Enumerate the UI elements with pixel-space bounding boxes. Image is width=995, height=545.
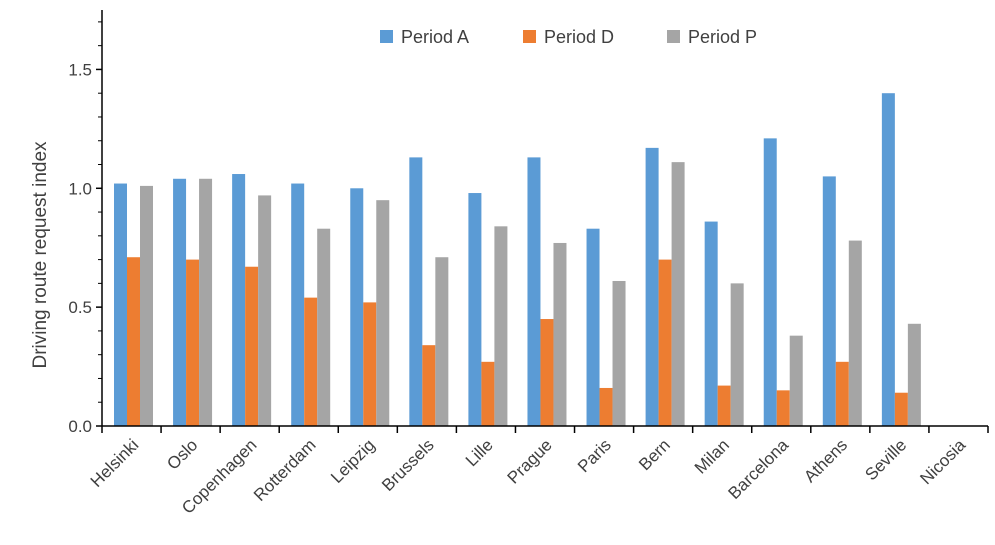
- bar-period-d-milan: [717, 385, 731, 426]
- bar-period-a-seville: [881, 93, 895, 426]
- bar-period-p-barcelona: [789, 335, 803, 426]
- x-tick-label: Oslo: [163, 435, 201, 473]
- bar-period-d-copenhagen: [245, 266, 259, 426]
- legend-label: Period D: [544, 27, 614, 47]
- bar-period-p-prague: [553, 242, 567, 426]
- bar-period-d-lille: [481, 361, 495, 426]
- legend: Period A Period D Period P: [380, 27, 757, 47]
- bar-period-a-leipzig: [350, 188, 364, 426]
- bar-period-d-paris: [599, 387, 613, 426]
- bar-period-p-rotterdam: [317, 228, 331, 426]
- bar-period-a-bern: [645, 147, 659, 427]
- bar-period-d-rotterdam: [304, 297, 318, 426]
- bar-period-p-paris: [612, 280, 626, 426]
- bar-period-a-copenhagen: [232, 174, 246, 426]
- x-tick-label: Barcelona: [725, 435, 793, 503]
- bar-period-d-seville: [894, 392, 908, 426]
- legend-swatch: [523, 30, 536, 43]
- bar-period-d-brussels: [422, 345, 436, 426]
- y-tick-label: 0.5: [68, 298, 92, 317]
- bar-period-d-oslo: [186, 259, 200, 426]
- x-tick-label: Rotterdam: [250, 435, 320, 505]
- y-tick-label: 1.0: [68, 179, 92, 198]
- bar-period-p-seville: [907, 323, 921, 426]
- legend-label: Period P: [688, 27, 757, 47]
- bar-period-a-brussels: [409, 157, 423, 426]
- x-tick-label: Bern: [635, 435, 674, 474]
- bar-period-p-leipzig: [376, 200, 390, 426]
- bar-period-a-paris: [586, 228, 600, 426]
- bar-period-a-lille: [468, 193, 482, 426]
- bar-period-d-helsinki: [127, 257, 140, 426]
- bar-period-d-athens: [835, 361, 849, 426]
- bar-period-p-athens: [848, 240, 862, 426]
- bar-period-a-oslo: [173, 178, 187, 426]
- legend-swatch: [380, 30, 393, 43]
- bar-period-p-milan: [730, 283, 744, 426]
- bar-period-p-helsinki: [140, 185, 153, 426]
- legend-swatch: [667, 30, 680, 43]
- x-tick-label: Seville: [861, 435, 910, 484]
- bar-period-d-barcelona: [776, 390, 790, 426]
- bar-period-p-copenhagen: [258, 195, 272, 426]
- bar-period-d-bern: [658, 259, 672, 426]
- bar-period-a-milan: [704, 221, 718, 426]
- x-tick-label: Leipzig: [327, 435, 379, 487]
- x-tick-label: Helsinki: [87, 435, 143, 491]
- bar-period-a-barcelona: [763, 138, 777, 426]
- bar-period-d-prague: [540, 319, 554, 426]
- bar-period-a-helsinki: [114, 183, 127, 426]
- legend-label: Period A: [401, 27, 469, 47]
- bar-period-d-leipzig: [363, 302, 377, 426]
- bar-period-p-lille: [494, 226, 508, 426]
- x-tick-label: Athens: [800, 435, 851, 486]
- x-tick-label: Nicosia: [916, 435, 969, 488]
- x-tick-label: Paris: [574, 435, 615, 476]
- x-tick-label: Brussels: [378, 435, 438, 495]
- bar-period-p-brussels: [435, 257, 449, 426]
- x-tick-label: Milan: [691, 435, 733, 477]
- y-axis-title: Driving route request index: [30, 141, 51, 369]
- bar-period-a-prague: [527, 157, 541, 426]
- bar-period-a-athens: [822, 176, 836, 426]
- bar-period-p-oslo: [199, 178, 213, 426]
- y-tick-label: 0.0: [68, 417, 92, 436]
- bars-group: [114, 93, 921, 427]
- bar-period-a-rotterdam: [291, 183, 305, 426]
- x-tick-label: Prague: [504, 435, 556, 487]
- y-tick-label: 1.5: [68, 60, 92, 79]
- x-tick-label: Lille: [462, 435, 497, 470]
- bar-period-p-bern: [671, 162, 685, 426]
